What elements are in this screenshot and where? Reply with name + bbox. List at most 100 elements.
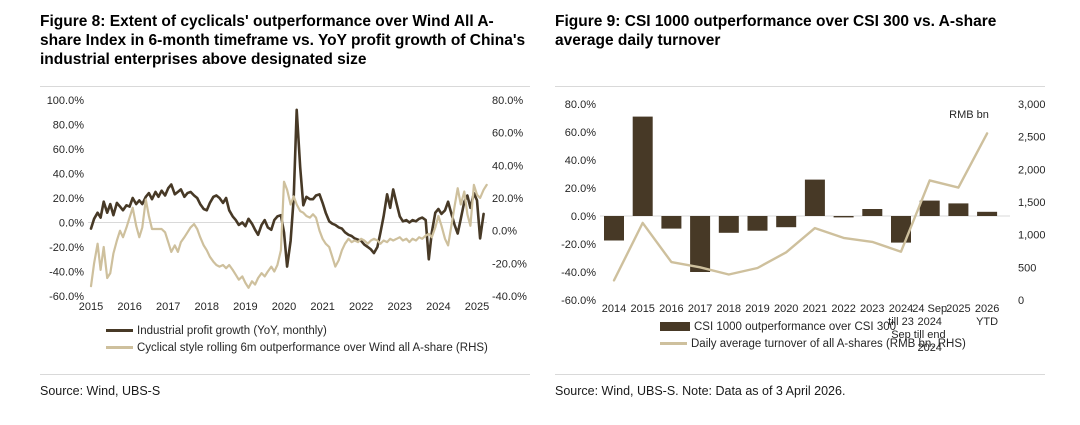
x-axis-tick: 2023 <box>388 301 412 313</box>
bar-2020 <box>776 216 797 228</box>
left-axis-tick: -40.0% <box>49 267 84 279</box>
x-axis-tick: 2018 <box>195 301 219 313</box>
bar-2017 <box>690 216 711 272</box>
figure8-legend: Industrial profit growth (YoY, monthly) … <box>40 322 596 356</box>
right-axis-tick: 0 <box>1018 295 1024 307</box>
x-axis-category-label: 2014 <box>602 303 626 315</box>
legend-item-industrial-profit-growth: Industrial profit growth (YoY, monthly) <box>106 322 596 339</box>
x-axis-category-label: 2025 <box>946 303 970 315</box>
x-axis-tick: 2024 <box>426 301 450 313</box>
figure9-title-divider <box>555 86 1045 87</box>
right-axis-tick: 20.0% <box>492 193 523 205</box>
x-axis-tick: 2021 <box>310 301 334 313</box>
x-axis-category-label: 2015 <box>630 303 654 315</box>
x-axis-category-label: 2017 <box>688 303 712 315</box>
left-axis-tick: -20.0% <box>561 239 596 251</box>
bar-2024 till 23 Sep <box>891 216 911 243</box>
right-axis-tick: 3,000 <box>1018 99 1045 111</box>
left-axis-tick: 0.0% <box>571 211 596 223</box>
left-axis-tick: 0.0% <box>59 218 84 230</box>
left-axis-tick: 80.0% <box>565 99 596 111</box>
x-axis-category-label: 24 Sep 2024 till end 2024 <box>912 303 947 354</box>
legend-line-swatch-dark <box>106 329 133 332</box>
bar-2023 <box>862 209 883 216</box>
figure8-source-divider <box>40 374 530 375</box>
x-axis-category-label: 2020 <box>774 303 798 315</box>
series-line-right <box>89 180 488 289</box>
legend-item-daily-average-turnover: Daily average turnover of all A-shares (… <box>660 335 1080 352</box>
figure9-source-divider <box>555 374 1045 375</box>
legend-item-cyclical-style: Cyclical style rolling 6m outperformance… <box>106 339 596 356</box>
right-axis-tick: 60.0% <box>492 128 523 140</box>
x-axis-tick: 2025 <box>465 301 489 313</box>
left-axis-tick: -20.0% <box>49 242 84 254</box>
bar-2016 <box>661 216 682 229</box>
figure8-source: Source: Wind, UBS-S <box>40 384 161 398</box>
bar-2018 <box>718 216 739 233</box>
x-axis-category-label: 2016 <box>659 303 683 315</box>
legend-label: Daily average turnover of all A-shares (… <box>691 337 966 350</box>
left-axis-tick: 100.0% <box>47 95 85 107</box>
figure8-title-divider <box>40 86 530 87</box>
right-axis-tick: 80.0% <box>492 95 523 107</box>
figure8-chart: 100.0% 80.0% 60.0% 40.0% 20.0% 0.0% -20.0% -40.… <box>47 95 527 313</box>
right-axis-tick: 0.0% <box>492 226 517 238</box>
x-axis-tick: 2022 <box>349 301 373 313</box>
x-axis-category-label: 2026 YTD <box>975 303 999 328</box>
x-axis-category-label: 2021 <box>803 303 827 315</box>
x-axis-category-label: 2024 till 23 Sep <box>888 303 914 341</box>
right-axis-tick: 2,000 <box>1018 164 1045 176</box>
legend-label: CSI 1000 outperformance over CSI 300 <box>694 320 897 333</box>
right-axis-unit-label: RMB bn <box>949 109 989 121</box>
x-axis-tick: 2020 <box>272 301 296 313</box>
bar-2019 <box>747 216 768 231</box>
legend-line-swatch-tan <box>660 342 687 345</box>
series-line-turnover <box>612 132 989 282</box>
left-axis-tick: 60.0% <box>565 127 596 139</box>
legend-label: Cyclical style rolling 6m outperformance… <box>137 341 488 354</box>
series-line-left <box>89 108 485 268</box>
x-axis-tick: 2019 <box>233 301 257 313</box>
right-axis-tick: 2,500 <box>1018 132 1045 144</box>
right-axis-tick: 1,000 <box>1018 230 1045 242</box>
figure8-title: Figure 8: Extent of cyclicals' outperfor… <box>40 13 526 68</box>
x-axis-category-label: 2022 <box>831 303 855 315</box>
x-axis-category-label: 2018 <box>717 303 741 315</box>
left-axis-tick: 40.0% <box>565 155 596 167</box>
left-axis-tick: -60.0% <box>561 295 596 307</box>
x-axis-tick: 2016 <box>117 301 141 313</box>
bar-2014 <box>604 216 624 241</box>
figure-8: Figure 8: Extent of cyclicals' outperfor… <box>40 8 530 418</box>
legend-bar-swatch-dark <box>660 322 690 331</box>
left-axis-tick: 60.0% <box>53 144 84 156</box>
bar-24 Sep 2024 till end 2024 <box>919 200 940 216</box>
bar-2021 <box>804 179 825 216</box>
x-axis-tick: 2015 <box>79 301 103 313</box>
left-axis-tick: 40.0% <box>53 169 84 181</box>
left-axis-tick: -60.0% <box>49 291 84 303</box>
right-axis-tick: 1,500 <box>1018 197 1045 209</box>
x-axis-tick: 2017 <box>156 301 180 313</box>
right-axis-tick: -40.0% <box>492 291 527 303</box>
right-axis-tick: 40.0% <box>492 160 523 172</box>
legend-item-csi1000-outperformance: CSI 1000 outperformance over CSI 300 <box>660 318 1080 335</box>
x-axis-category-label: 2023 <box>860 303 884 315</box>
figure9-chart: 80.0% 60.0% 40.0% 20.0% 0.0% -20.0% -40.0% -60.… <box>561 99 1045 354</box>
legend-label: Industrial profit growth (YoY, monthly) <box>137 324 327 337</box>
left-axis-tick: 80.0% <box>53 120 84 132</box>
left-axis-tick: 20.0% <box>565 183 596 195</box>
figure-9: Figure 9: CSI 1000 outperformance over C… <box>555 8 1045 418</box>
figure9-legend: CSI 1000 outperformance over CSI 300 Dai… <box>555 318 1080 352</box>
figure9-title: Figure 9: CSI 1000 outperformance over C… <box>555 13 997 49</box>
right-axis-tick: -20.0% <box>492 258 527 270</box>
bar-2022 <box>833 216 854 218</box>
legend-line-swatch-tan <box>106 346 133 349</box>
left-axis-tick: -40.0% <box>561 267 596 279</box>
left-axis-tick: 20.0% <box>53 193 84 205</box>
bar-2026 YTD <box>977 211 998 216</box>
bar-2025 <box>948 203 969 216</box>
x-axis-category-label: 2019 <box>745 303 769 315</box>
figure9-source: Source: Wind, UBS-S. Note: Data as of 3 … <box>555 384 846 398</box>
right-axis-tick: 500 <box>1018 262 1036 274</box>
bar-2015 <box>632 116 653 216</box>
